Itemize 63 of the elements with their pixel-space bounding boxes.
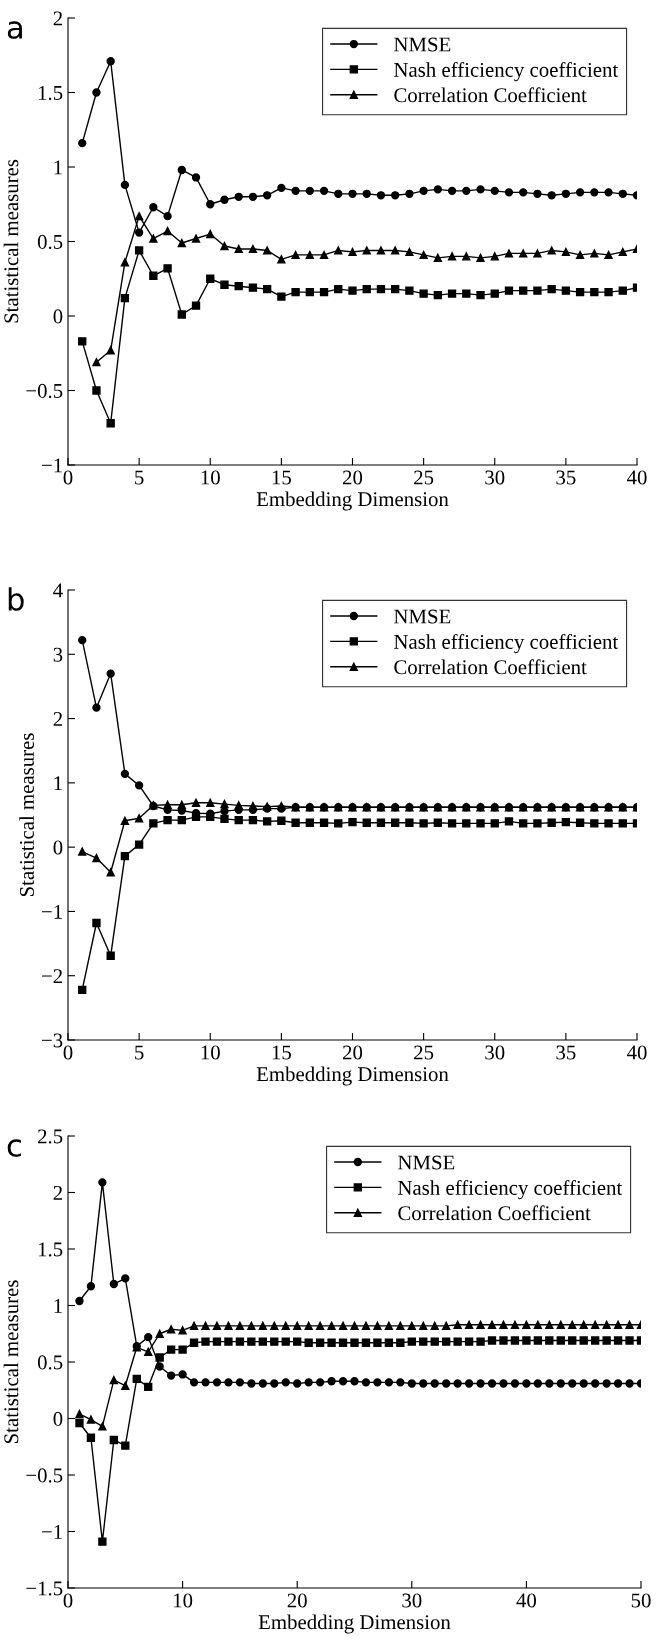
y-tick-label: 1 (54, 776, 62, 791)
y-tick-label: −0.5 (26, 1468, 63, 1483)
y-tick-label: 1.5 (38, 85, 63, 101)
x-tick-label: 25 (414, 1045, 434, 1060)
x-tick-label: 15 (272, 1045, 291, 1060)
text: b (8, 587, 24, 611)
y-tick-label: −1 (42, 458, 62, 473)
y-tick-label: 0 (53, 840, 63, 855)
y-tick-label: 2.5 (38, 1129, 63, 1144)
y-tick-label: 1 (54, 160, 62, 175)
legend-label: NMSE (394, 609, 451, 624)
x-tick-label: 50 (631, 1593, 651, 1608)
x-tick-label: 30 (485, 470, 505, 485)
x-tick-label: 30 (402, 1593, 422, 1608)
y-tick-label: −1 (42, 904, 62, 919)
x-tick-label: 5 (135, 470, 144, 485)
x-tick-label: 10 (174, 1593, 193, 1608)
y-axis-title: Statistical measures (19, 733, 34, 897)
y-tick-label: 1 (54, 1298, 62, 1313)
x-tick-label: 5 (135, 1045, 144, 1060)
y-tick-label: 0.5 (37, 1355, 63, 1370)
x-axis-title: Embedding Dimension (258, 1614, 451, 1634)
x-axis-title: Embedding Dimension (256, 1066, 449, 1086)
x-axis-title: Embedding Dimension (256, 491, 449, 511)
x-tick-label: 40 (626, 1045, 647, 1060)
x-tick-label: 15 (272, 470, 291, 485)
y-tick-label: 2 (53, 712, 62, 726)
legend-label: Nash efficiency coefficient (394, 62, 619, 82)
x-tick-label: 20 (343, 470, 363, 485)
x-tick-label: 25 (414, 470, 434, 485)
x-tick-label: 10 (201, 1045, 220, 1060)
y-tick-label: −3 (42, 1033, 63, 1048)
y-tick-label: 1.5 (38, 1242, 63, 1257)
y-tick-label: 0 (53, 1411, 63, 1426)
x-tick-label: 35 (556, 1045, 576, 1060)
x-tick-label: 20 (287, 1593, 307, 1608)
y-tick-label: −0.5 (26, 383, 63, 399)
legend-label: NMSE (394, 37, 451, 52)
y-axis-title: Statistical measures (3, 159, 19, 323)
legend-label: Correlation Coefficient (394, 659, 587, 675)
x-tick-label: 40 (516, 1593, 537, 1608)
legend-label: Nash efficiency coefficient (398, 1180, 623, 1200)
x-tick-label: 35 (556, 470, 576, 485)
y-tick-label: 0.5 (37, 234, 63, 250)
y-tick-label: −1.5 (26, 1581, 63, 1596)
y-tick-label: 2 (53, 1185, 62, 1200)
y-tick-label: 4 (53, 583, 63, 598)
legend-label: NMSE (398, 1155, 455, 1170)
legend-label: Nash efficiency coefficient (394, 634, 619, 654)
y-tick-label: −1 (42, 1524, 62, 1539)
y-axis-title: Statistical measures (3, 1280, 19, 1444)
x-tick-label: 30 (485, 1045, 505, 1060)
legend-label: Correlation Coefficient (398, 1205, 591, 1221)
y-tick-label: 3 (53, 647, 63, 662)
y-tick-label: 0 (53, 309, 63, 324)
y-tick-label: 2 (53, 11, 62, 26)
text: c (7, 1139, 21, 1157)
x-tick-label: 40 (626, 470, 647, 485)
text: a (7, 21, 22, 39)
x-tick-label: 20 (343, 1045, 363, 1060)
y-tick-label: −2 (42, 969, 62, 983)
legend-label: Correlation Coefficient (394, 87, 587, 103)
x-tick-label: 10 (201, 470, 220, 485)
